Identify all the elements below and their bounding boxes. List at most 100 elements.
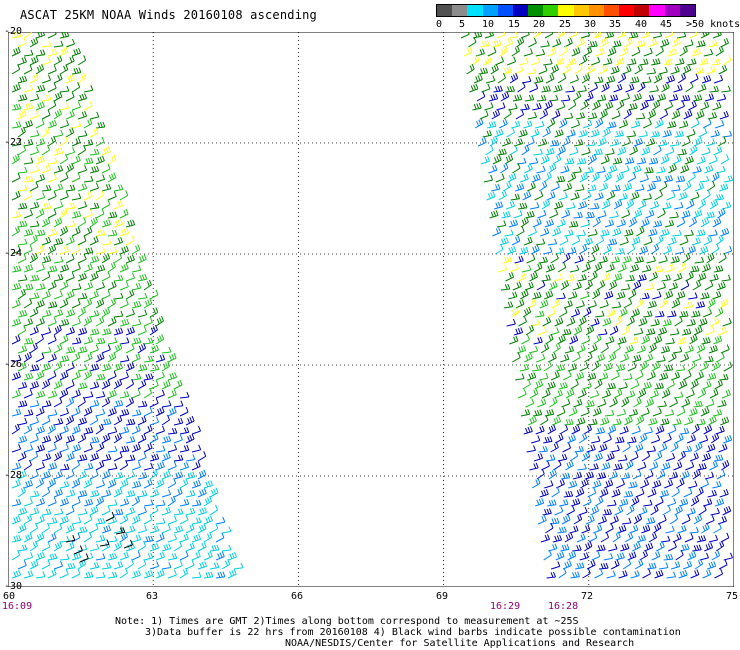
wind-barb [498,118,508,129]
wind-barb [609,515,619,525]
wind-barb [608,94,619,102]
wind-barb [41,164,51,174]
wind-barb [712,102,722,111]
wind-barb [590,244,600,255]
legend-labels: 0 5 10 15 20 25 30 35 40 45 >50 knots [436,17,740,31]
wind-barb [682,64,692,75]
wind-barb [703,235,713,246]
wind-barb [532,291,542,300]
wind-barb [89,202,100,210]
wind-barb [77,72,86,84]
wind-barb [53,147,64,156]
wind-barb [487,121,497,129]
wind-barb [700,32,710,39]
wind-barb [633,513,643,525]
wind-barb [11,515,21,525]
wind-barb [179,444,190,453]
wind-barb [23,228,34,237]
wind-barb [577,463,587,471]
wind-barb [674,130,685,138]
wind-barb [71,67,82,75]
wind-barb [691,48,701,57]
wind-barb [617,263,627,273]
wind-barb [179,550,189,561]
wind-barb [107,552,118,561]
wind-barb [678,379,688,390]
wind-barb [611,110,621,120]
wind-barb [89,255,100,264]
wind-barb [173,379,183,390]
wind-barb [11,408,22,417]
wind-barb [179,478,189,489]
wind-barb [534,76,544,84]
wind-barb [65,147,76,156]
wind-barb [485,145,494,156]
wind-barb [571,47,581,57]
wind-barb [173,541,183,552]
wind-barb [712,32,722,39]
wind-barb [113,252,123,264]
wind-barb [619,119,629,129]
wind-barb [131,265,142,273]
wind-barb [83,191,93,201]
wind-barb [23,514,33,525]
wind-barb [497,72,506,84]
wind-barb [698,127,708,138]
wind-barb [53,433,63,444]
wind-barb [512,163,521,174]
wind-barb [71,407,81,417]
wind-barb [11,570,22,579]
wind-barb [590,202,600,210]
wind-barb [119,371,129,381]
wind-barb [125,378,135,390]
wind-barb [560,472,571,480]
wind-barb [659,109,669,120]
wind-barb [610,370,620,381]
wind-barb [71,283,82,291]
wind-barb [615,172,624,183]
wind-barb [29,252,38,264]
wind-barb [173,400,184,408]
wind-barb [542,316,552,327]
wind-barb [515,109,525,120]
wind-barb [706,66,716,75]
wind-barb [634,559,644,570]
wind-barb [687,360,696,372]
wind-barb [569,264,580,273]
wind-barb [535,310,545,318]
wind-barb [693,325,703,336]
wind-barb [672,533,682,543]
wind-barb [77,454,88,462]
wind-barb [191,444,202,453]
wind-barb [655,46,664,57]
wind-barb [107,154,117,165]
wind-barb [29,381,39,390]
wind-barb [642,193,652,201]
wind-barb [143,425,153,435]
wind-barb [704,165,714,174]
wind-barb [660,38,670,48]
wind-barb [65,38,75,48]
wind-barb [77,346,88,354]
wind-barb [703,424,713,435]
wind-barb [35,515,45,525]
wind-barb [547,499,557,507]
wind-barb [605,452,615,462]
wind-barb [95,155,105,165]
wind-barb [512,281,522,291]
wind-barb [47,370,57,381]
wind-barb [645,138,656,147]
wind-barb [495,173,505,183]
wind-barb [662,505,671,516]
wind-barb [702,569,712,579]
wind-barb [197,523,207,534]
wind-barb [520,216,529,228]
wind-barb [536,94,547,102]
wind-barb [638,433,648,444]
wind-barb [77,470,87,480]
wind-barb [539,489,549,498]
wind-barb [653,451,663,462]
wind-barb [658,181,668,192]
wind-barb [469,83,479,93]
wind-barb [636,40,646,48]
